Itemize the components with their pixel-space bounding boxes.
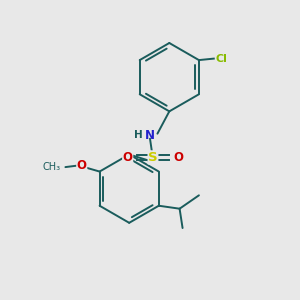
- Text: O: O: [173, 151, 183, 164]
- Text: H: H: [134, 130, 142, 140]
- Text: Cl: Cl: [215, 54, 227, 64]
- Text: O: O: [123, 151, 133, 164]
- Text: S: S: [148, 151, 158, 164]
- Text: N: N: [145, 129, 155, 142]
- Text: O: O: [77, 159, 87, 172]
- Text: CH₃: CH₃: [43, 162, 61, 172]
